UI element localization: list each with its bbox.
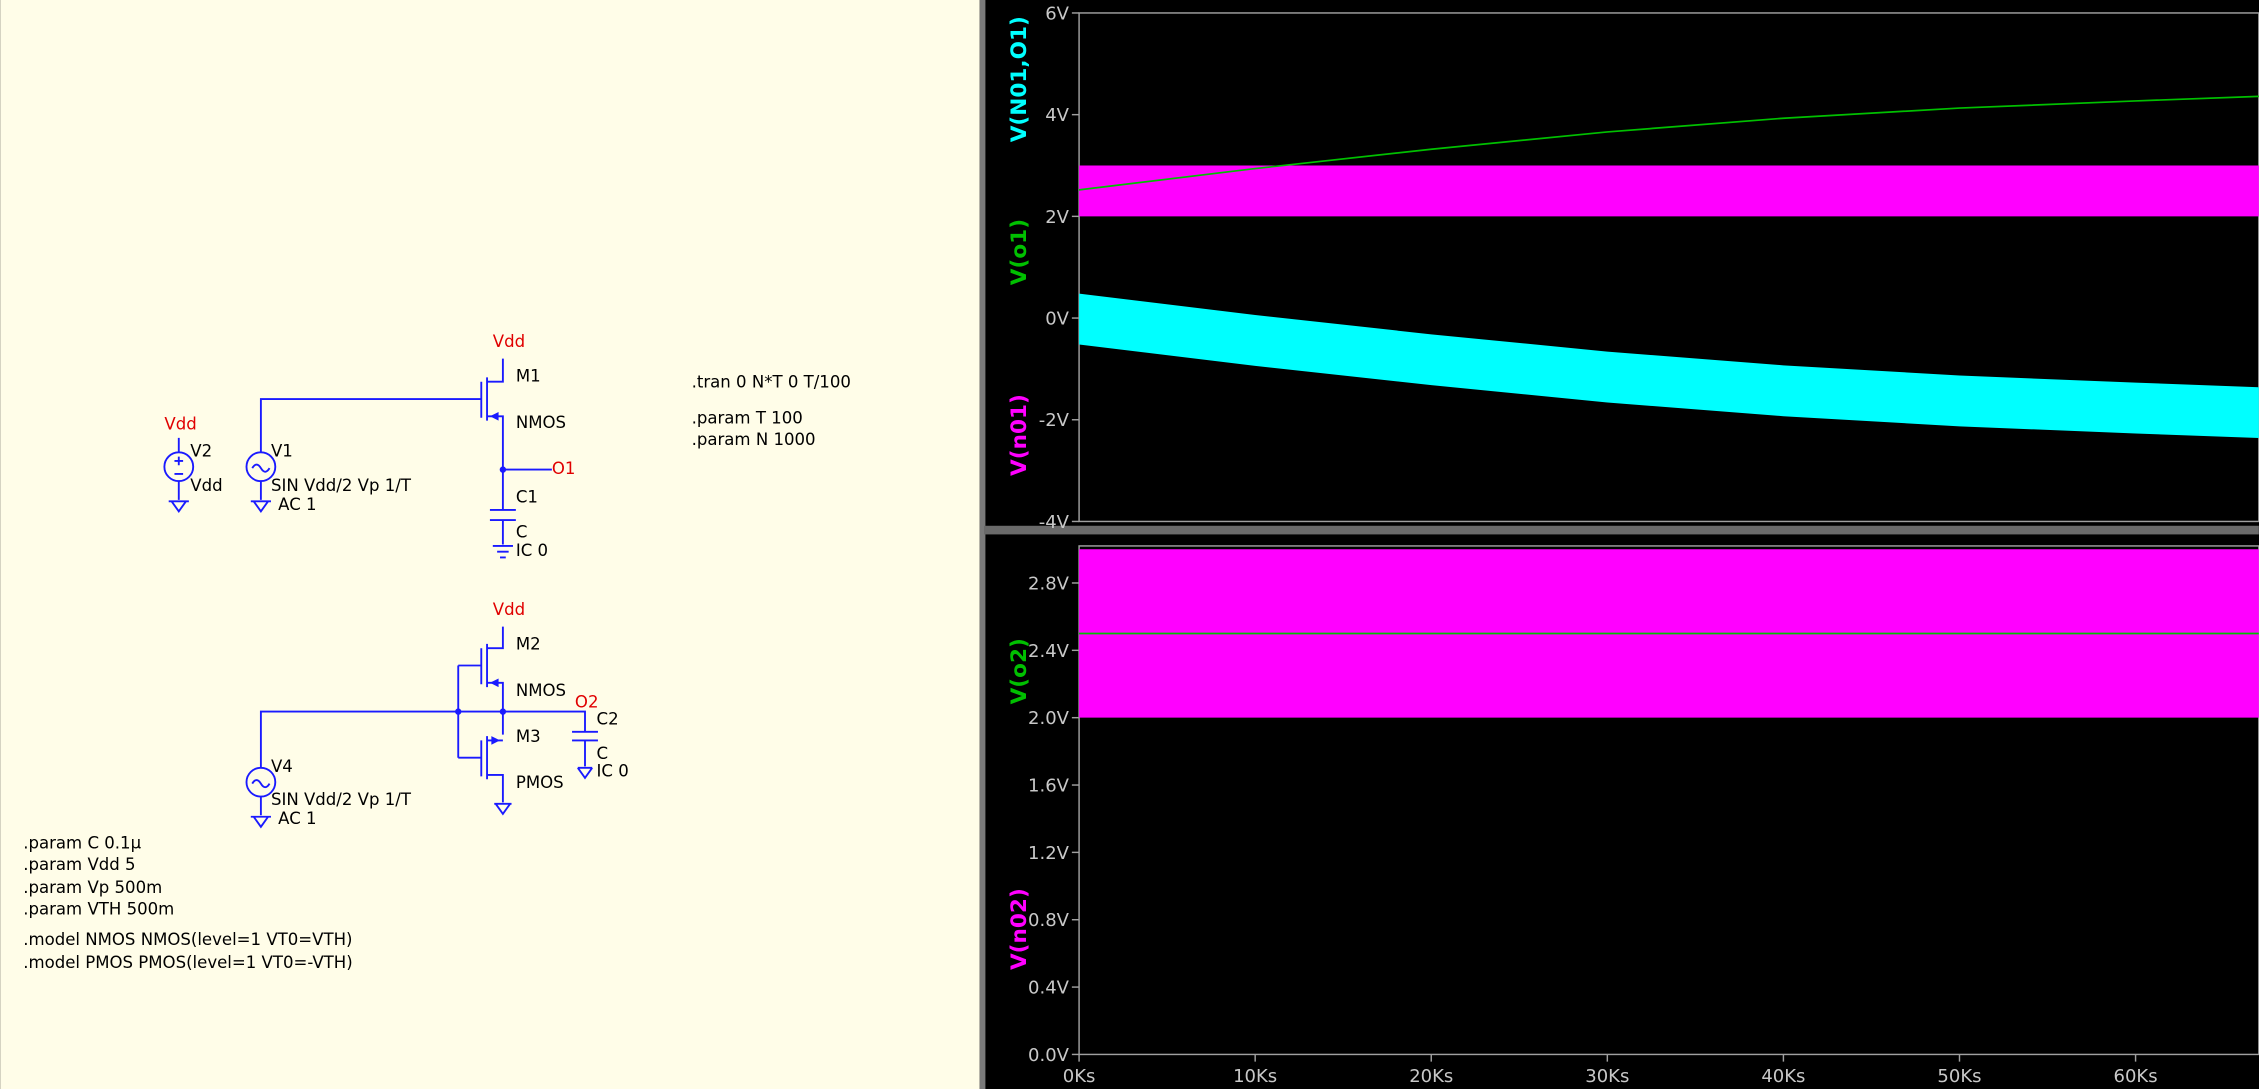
schematic-label: IC 0 — [516, 541, 548, 560]
x-tick-label: 60Ks — [2114, 1066, 2158, 1087]
y-tick-label: 1.6V — [1028, 776, 1070, 797]
schematic-label: .param VTH 500m — [23, 900, 174, 919]
schematic-label: .tran 0 N*T 0 T/100 — [692, 372, 851, 391]
y-tick-label: -2V — [1039, 410, 1070, 431]
schematic-label: .param Vp 500m — [23, 878, 162, 897]
trace-label[interactable]: V(n01) — [1007, 394, 1032, 476]
schematic-label: C2 — [597, 710, 619, 729]
x-tick-label: 50Ks — [1937, 1066, 1981, 1087]
schematic-label: PMOS — [516, 773, 564, 792]
pane-splitter[interactable] — [984, 525, 2259, 535]
x-tick-label: 0Ks — [1063, 1066, 1096, 1087]
schematic-label: NMOS — [516, 413, 566, 432]
plot-area — [1078, 12, 2259, 523]
schematic-label: M1 — [516, 367, 541, 386]
schematic-label: AC 1 — [278, 809, 316, 828]
schematic-label: .model NMOS NMOS(level=1 VT0=VTH) — [23, 930, 352, 949]
signal-line — [1078, 95, 2259, 191]
signal-band — [1079, 293, 2259, 439]
schematic-label: AC 1 — [278, 495, 316, 514]
schematic-label: V1 — [271, 442, 293, 461]
schematic-wires — [163, 358, 598, 829]
schematic-label: .param Vdd 5 — [23, 855, 135, 874]
x-tick-label: 30Ks — [1585, 1066, 1629, 1087]
schematic-label: Vdd — [493, 600, 525, 619]
schematic-label: M3 — [516, 727, 541, 746]
trace-label[interactable]: V(o1) — [1007, 219, 1032, 285]
trace-label[interactable]: V(N01,O1) — [1007, 16, 1032, 142]
schematic-label: NMOS — [516, 681, 566, 700]
y-tick-label: 0.4V — [1028, 978, 1070, 999]
x-tick-label: 10Ks — [1233, 1066, 1277, 1087]
y-tick-label: 2.0V — [1028, 708, 1070, 729]
schematic-label: IC 0 — [597, 761, 629, 780]
schematic-label: SIN Vdd/2 Vp 1/T — [271, 476, 412, 495]
waveform-plots: 6V 4V 2V 0V -2V -4V V(N01,O1) V(o1) V(n01) 0.0V 0.… — [1007, 3, 2259, 1087]
y-tick-label: 2.4V — [1028, 641, 1070, 662]
schematic-label: .param C 0.1µ — [23, 833, 141, 852]
schematic-label: .param N 1000 — [692, 430, 816, 449]
schematic-label: Vdd — [190, 476, 222, 495]
schematic-label: C1 — [516, 488, 538, 507]
schematic-label: .model PMOS PMOS(level=1 VT0=-VTH) — [23, 953, 352, 972]
trace-label[interactable]: V(o2) — [1007, 638, 1032, 704]
y-tick-label: 0.0V — [1028, 1045, 1070, 1066]
schematic-label: M2 — [516, 635, 541, 654]
schematic-label: O2 — [575, 692, 599, 711]
splitter[interactable] — [979, 0, 986, 1089]
schematic-label: C — [516, 522, 528, 541]
schematic-label: V2 — [190, 442, 212, 461]
y-tick-label: 2.8V — [1028, 573, 1070, 594]
x-tick-label: 40Ks — [1761, 1066, 1805, 1087]
y-tick-label: 2V — [1045, 207, 1069, 228]
y-tick-label: -4V — [1039, 512, 1070, 533]
schematic-panel — [0, 0, 980, 1089]
schematic-label: Vdd — [493, 332, 525, 351]
signal-band — [1079, 165, 2259, 217]
schematic-label: V4 — [271, 757, 293, 776]
schematic-label: Vdd — [164, 414, 196, 433]
schematic-label: C — [597, 744, 609, 763]
schematic-label: O1 — [552, 459, 576, 478]
schematic-label: SIN Vdd/2 Vp 1/T — [271, 790, 412, 809]
y-tick-label: 1.2V — [1028, 843, 1070, 864]
x-tick-label: 20Ks — [1409, 1066, 1453, 1087]
y-tick-label: 4V — [1045, 105, 1069, 126]
trace-label[interactable]: V(n02) — [1007, 888, 1032, 970]
y-tick-label: 0.8V — [1028, 910, 1070, 931]
y-tick-label: 0V — [1045, 309, 1069, 330]
schematic-label: .param T 100 — [692, 409, 803, 428]
y-tick-label: 6V — [1045, 3, 1069, 24]
